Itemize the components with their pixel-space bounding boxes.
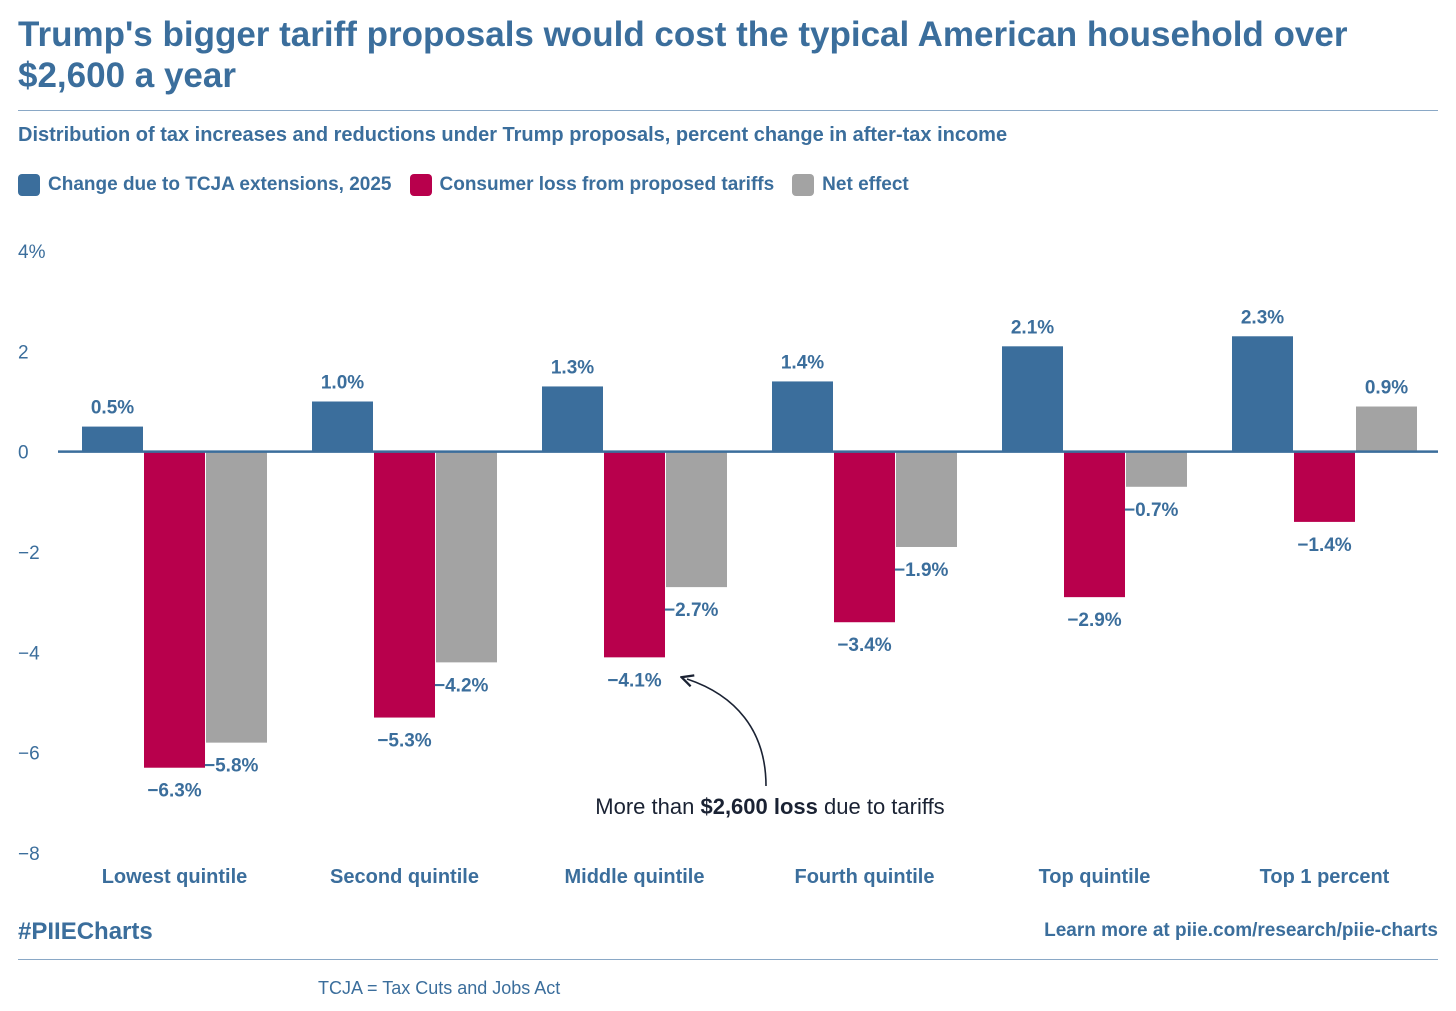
x-tick-label: Fourth quintile	[795, 866, 935, 888]
value-label: −4.2%	[434, 675, 489, 696]
value-labels: 0.5% −6.3%−5.8% 1.0% −5.3% −4.2% 1.3% −4.1% −2.…	[91, 307, 1408, 801]
chart-title: Trump's bigger tariff proposals would co…	[18, 15, 1348, 95]
bar-net	[896, 451, 957, 547]
y-tick-label: 2	[18, 342, 29, 363]
bar-net	[1356, 406, 1417, 452]
bar-tcja	[82, 426, 143, 452]
x-tick-label: Top 1 percent	[1260, 866, 1390, 888]
bar-net	[666, 451, 727, 588]
legend: Change due to TCJA extensions, 2025 Cons…	[18, 174, 927, 196]
value-label: −3.4%	[837, 635, 892, 656]
value-label: −2.7%	[664, 600, 719, 621]
bar-net	[436, 451, 497, 663]
value-label: 0.9%	[1365, 378, 1408, 399]
value-label: 1.3%	[551, 357, 594, 378]
bar-tariffs	[834, 451, 895, 623]
legend-item-tcja: Change due to TCJA extensions, 2025	[18, 174, 392, 196]
legend-label-tcja: Change due to TCJA extensions, 2025	[48, 174, 392, 195]
bar-tcja	[542, 386, 603, 452]
value-label: 2.3%	[1241, 307, 1284, 328]
value-label: −5.3%	[377, 731, 432, 752]
x-tick-label: Lowest quintile	[102, 866, 248, 888]
value-label: −4.1%	[607, 670, 662, 691]
bar-tariffs	[144, 451, 205, 768]
bars	[82, 336, 1417, 768]
hashtag: #PIIECharts	[18, 918, 153, 945]
legend-item-net: Net effect	[792, 174, 909, 196]
value-label: −1.4%	[1297, 535, 1352, 556]
title-divider	[18, 110, 1438, 111]
x-tick-label: Top quintile	[1039, 866, 1151, 888]
value-label: −6.3%	[147, 781, 202, 802]
chart-subtitle: Distribution of tax increases and reduct…	[18, 124, 1008, 146]
legend-item-tariffs: Consumer loss from proposed tariffs	[409, 174, 775, 196]
bar-net	[206, 451, 267, 743]
bar-tcja	[772, 381, 833, 452]
value-label: 1.0%	[321, 373, 364, 394]
legend-label-tariffs: Consumer loss from proposed tariffs	[439, 174, 775, 195]
bar-tariffs	[604, 451, 665, 658]
y-tick-label: 4%	[18, 242, 46, 263]
learn-more-link[interactable]: Learn more at piie.com/research/piie-cha…	[1044, 920, 1438, 941]
value-label: 2.1%	[1011, 317, 1054, 338]
value-label: −2.9%	[1067, 610, 1122, 631]
x-tick-label: Second quintile	[330, 866, 479, 888]
legend-swatch-tariffs	[409, 174, 432, 196]
value-label: −0.7%	[1124, 500, 1179, 521]
value-label: −5.8%	[204, 756, 259, 777]
y-tick-label: −8	[18, 844, 40, 865]
x-tick-label: Middle quintile	[565, 866, 705, 888]
bar-net	[1126, 451, 1187, 487]
value-label: −1.9%	[894, 560, 949, 581]
annotation-arrow	[687, 679, 767, 787]
legend-swatch-tcja	[18, 174, 40, 196]
bar-tcja	[312, 401, 373, 452]
y-tick-label: −6	[18, 744, 40, 765]
y-tick-label: −2	[18, 543, 40, 564]
bar-tcja	[1232, 336, 1293, 452]
footnote: TCJA = Tax Cuts and Jobs Act	[318, 978, 561, 998]
legend-label-net: Net effect	[822, 174, 909, 195]
x-axis: Lowest quintile Second quintile Middle qui…	[102, 866, 1390, 888]
y-tick-label: 0	[18, 443, 29, 464]
bar-tcja	[1002, 346, 1063, 452]
y-axis: 4% 2 0 −2 −4 −6 −8	[18, 242, 46, 865]
annotation-text: More than $2,600 loss due to tariffs	[595, 794, 944, 819]
footer-divider	[18, 959, 1438, 960]
y-tick-label: −4	[18, 643, 40, 664]
value-label: 0.5%	[91, 398, 134, 419]
legend-swatch-net	[792, 174, 815, 196]
value-label: 1.4%	[781, 352, 824, 373]
bar-tariffs	[1064, 451, 1125, 598]
bar-tariffs	[1294, 451, 1355, 522]
bar-tariffs	[374, 451, 435, 718]
